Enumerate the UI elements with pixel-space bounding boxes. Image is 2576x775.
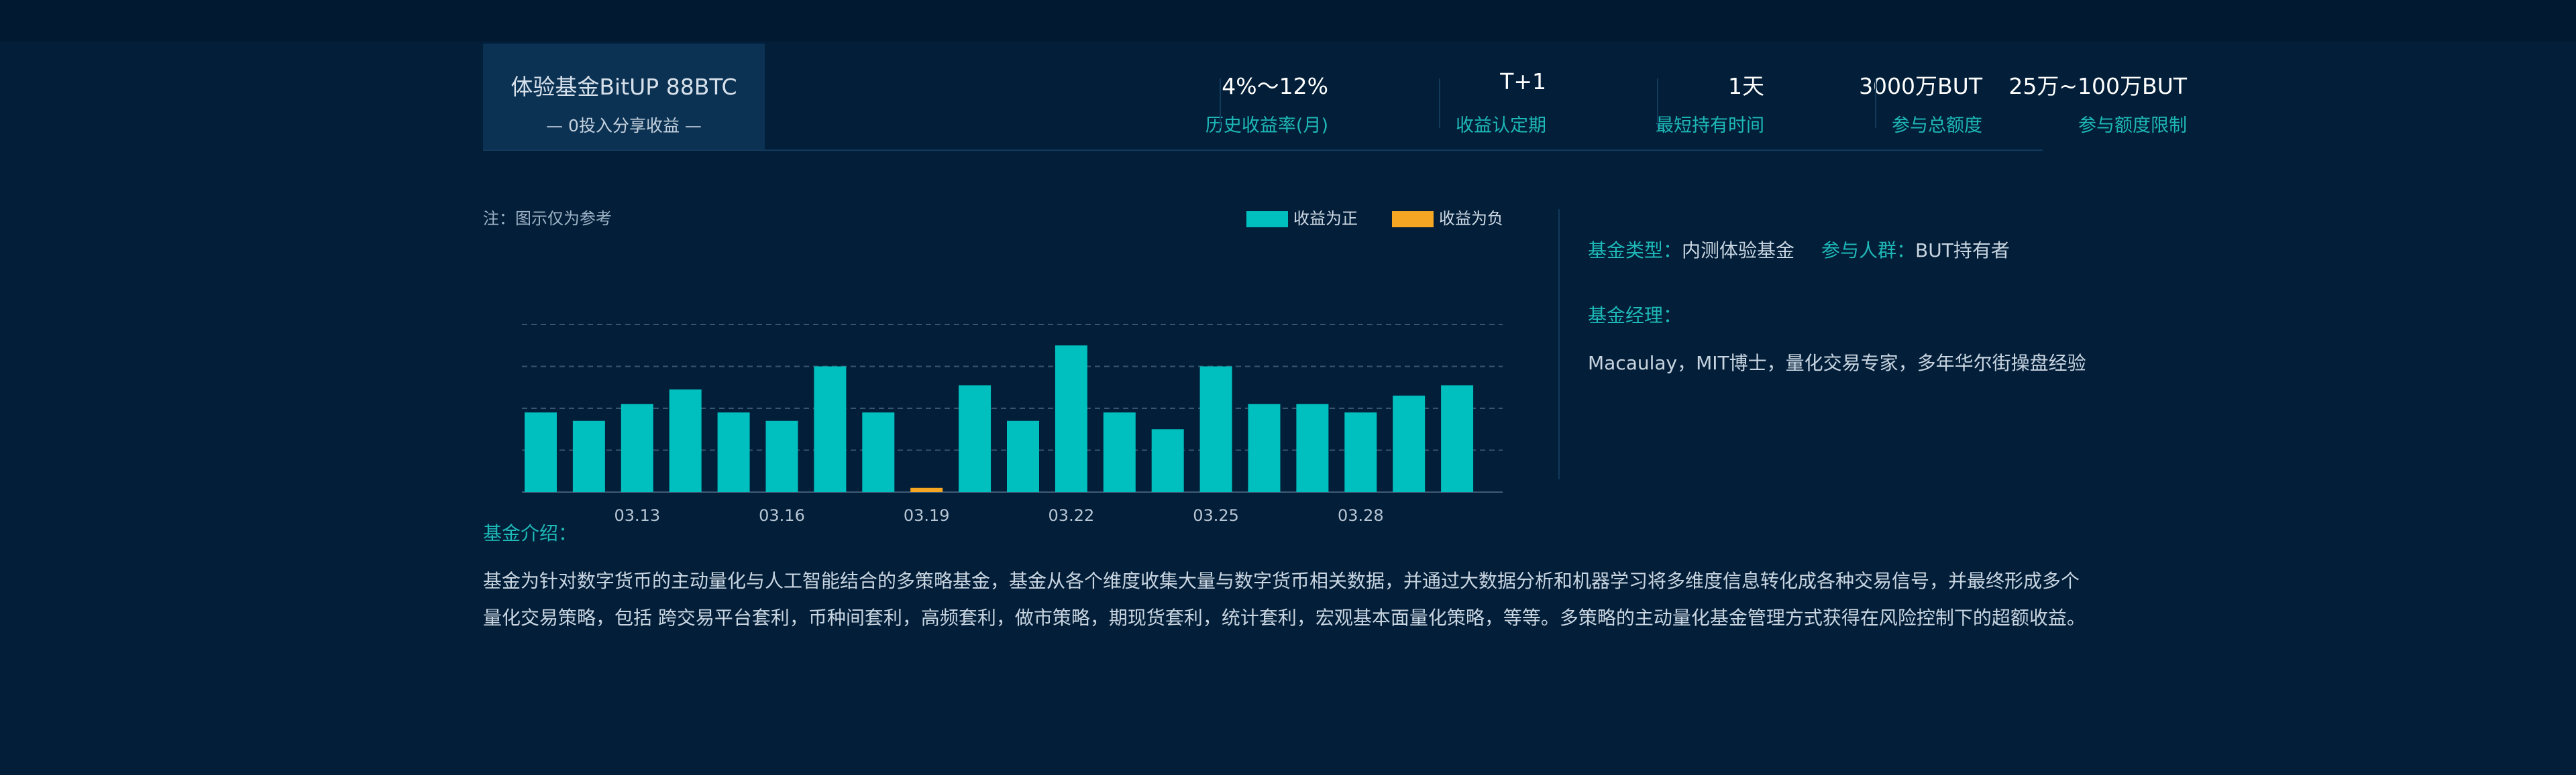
stat-label: 最短持有时间	[1656, 115, 1764, 136]
bar-03.29	[1393, 396, 1426, 492]
stat-settle-period: T+1 收益认定期	[1355, 44, 1546, 150]
intro-line-1: 基金为针对数字货币的主动量化与人工智能结合的多策略基金，基金从各个维度收集大量与…	[483, 570, 2080, 592]
stat-label: 收益认定期	[1456, 115, 1546, 136]
stat-min-hold: 1天 最短持有时间	[1556, 44, 1764, 150]
legend-negative-swatch	[1392, 211, 1434, 227]
bar-03.30	[1441, 385, 1474, 492]
legend-negative-label: 收益为负	[1439, 209, 1503, 228]
legend-negative: 收益为负	[1392, 205, 1503, 228]
bar-03.24	[1151, 429, 1184, 492]
bar-03.13	[621, 404, 653, 492]
manager-description: Macaulay，MIT博士，量化交易专家，多年华尔街操盘经验	[1588, 352, 2086, 374]
legend-positive: 收益为正	[1246, 205, 1358, 228]
bar-03.11	[525, 412, 557, 492]
divider	[1220, 78, 1221, 128]
bar-03.16	[765, 420, 798, 492]
bar-03.12	[572, 420, 605, 492]
intro-line-2: 量化交易策略，包括 跨交易平台套利，币种间套利，高频套利，做市策略，期现货套利，…	[483, 607, 2086, 629]
bar-03.27	[1296, 404, 1329, 492]
x-tick-label: 03.28	[1338, 506, 1384, 525]
bar-03.14	[669, 389, 702, 492]
top-bar	[0, 0, 2576, 42]
bar-03.22	[1055, 345, 1087, 492]
audience-value: BUT持有者	[1915, 239, 2010, 261]
divider	[1439, 78, 1440, 128]
fund-type-value: 内测体验基金	[1682, 239, 1795, 261]
divider-vertical	[1558, 209, 1560, 479]
stat-value: 1天	[1728, 73, 1764, 99]
fund-type-label: 基金类型：	[1588, 239, 1682, 261]
bar-03.20	[959, 385, 991, 492]
stat-label: 参与额度限制	[2078, 115, 2187, 136]
divider	[1657, 78, 1658, 128]
audience-label: 参与人群：	[1821, 239, 1916, 261]
stat-return-rate: 4%～12% 历史收益率(月)	[1114, 44, 1328, 150]
audience-row: 参与人群：BUT持有者	[1821, 236, 2010, 263]
x-tick-label: 03.22	[1049, 506, 1095, 525]
fund-name: 体验基金BitUP 88BTC	[511, 74, 737, 100]
intro-title: 基金介绍：	[483, 522, 578, 544]
fund-header: 体验基金BitUP 88BTC — 0投入分享收益 — 4%～12% 历史收益率…	[483, 44, 2187, 151]
legend-positive-swatch	[1246, 211, 1288, 227]
chart-note: 注：图示仅为参考	[483, 209, 612, 228]
stat-label: 参与总额度	[1892, 115, 1982, 136]
stat-value: 4%～12%	[1222, 73, 1328, 99]
bar-03.26	[1248, 404, 1281, 492]
bar-03.25	[1199, 366, 1232, 492]
bar-03.28	[1344, 412, 1377, 492]
stat-value: 25万~100万BUT	[2008, 73, 2187, 99]
x-tick-label: 03.16	[759, 506, 805, 525]
bar-03.23	[1103, 412, 1136, 492]
legend-positive-label: 收益为正	[1293, 209, 1358, 228]
bar-03.15	[717, 412, 750, 492]
manager-label: 基金经理：	[1588, 304, 1682, 326]
stat-label: 历史收益率(月)	[1205, 115, 1328, 136]
x-tick-label: 03.25	[1193, 506, 1239, 525]
bar-chart-svg: 03.13 03.16 03.19 03.22 03.25 03.28	[522, 324, 1503, 525]
divider	[1875, 78, 1876, 128]
stat-quota-limit: 25万~100万BUT 参与额度限制	[1959, 44, 2187, 150]
returns-chart: 03.13 03.16 03.19 03.22 03.25 03.28	[483, 263, 1509, 531]
bar-03.21	[1007, 420, 1039, 492]
x-tick-label: 03.19	[904, 506, 950, 525]
stat-value: T+1	[1500, 68, 1546, 95]
bar-03.19	[910, 487, 943, 492]
fund-type-row: 基金类型：内测体验基金	[1588, 236, 1794, 263]
stat-total-quota: 3000万BUT 参与总额度	[1758, 44, 1982, 150]
fund-tagline: — 0投入分享收益 —	[546, 116, 702, 135]
bar-03.18	[862, 412, 895, 492]
fund-card: 体验基金BitUP 88BTC — 0投入分享收益 —	[483, 44, 765, 150]
x-tick-label: 03.13	[614, 506, 660, 525]
stat-value: 3000万BUT	[1859, 73, 1982, 99]
bar-03.17	[814, 366, 847, 492]
fund-detail: 体验基金BitUP 88BTC — 0投入分享收益 — 4%～12% 历史收益率…	[483, 42, 2187, 775]
